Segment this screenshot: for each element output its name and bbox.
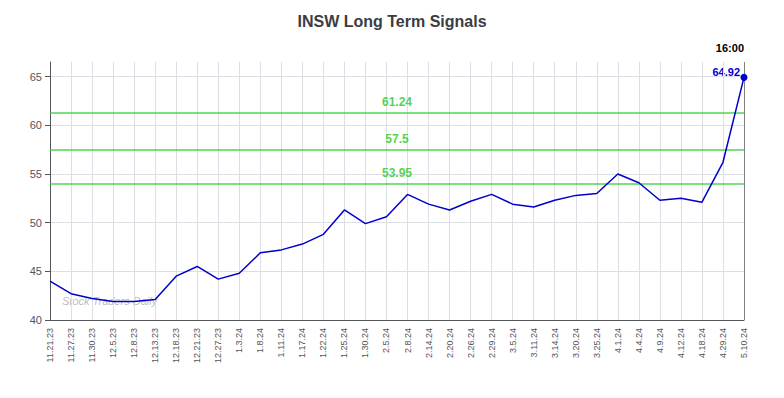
svg-text:61.24: 61.24	[382, 95, 412, 109]
svg-text:55: 55	[30, 168, 42, 180]
svg-text:12.18.23: 12.18.23	[171, 328, 181, 363]
svg-text:4.9.24: 4.9.24	[655, 328, 665, 353]
svg-text:1.30.24: 1.30.24	[360, 328, 370, 358]
svg-text:3.5.24: 3.5.24	[508, 328, 518, 353]
svg-text:Stock Traders Daily: Stock Traders Daily	[62, 294, 158, 307]
svg-text:4.1.24: 4.1.24	[613, 328, 623, 353]
svg-text:12.21.23: 12.21.23	[192, 328, 202, 363]
svg-text:3.11.24: 3.11.24	[529, 328, 539, 357]
svg-text:1.11.24: 1.11.24	[276, 328, 286, 357]
svg-text:45: 45	[30, 265, 42, 277]
svg-text:53.95: 53.95	[382, 166, 412, 180]
svg-text:2.29.24: 2.29.24	[487, 328, 497, 358]
svg-text:12.13.23: 12.13.23	[150, 328, 160, 363]
svg-text:1.8.24: 1.8.24	[255, 328, 265, 353]
svg-text:4.12.24: 4.12.24	[676, 328, 686, 358]
svg-text:1.25.24: 1.25.24	[339, 328, 349, 358]
svg-text:65: 65	[30, 71, 42, 83]
svg-text:1.3.24: 1.3.24	[234, 328, 244, 353]
svg-text:11.27.23: 11.27.23	[66, 328, 76, 362]
svg-text:1.22.24: 1.22.24	[318, 328, 328, 358]
svg-text:12.5.23: 12.5.23	[108, 328, 118, 358]
svg-text:4.29.24: 4.29.24	[718, 328, 728, 358]
svg-text:3.14.24: 3.14.24	[550, 328, 560, 358]
svg-text:2.8.24: 2.8.24	[403, 328, 413, 353]
svg-text:12.27.23: 12.27.23	[213, 328, 223, 363]
svg-text:60: 60	[30, 119, 42, 131]
svg-text:57.5: 57.5	[385, 132, 409, 146]
svg-text:4.4.24: 4.4.24	[634, 328, 644, 353]
svg-text:4.18.24: 4.18.24	[697, 328, 707, 358]
svg-text:12.8.23: 12.8.23	[129, 328, 139, 358]
svg-text:2.5.24: 2.5.24	[381, 328, 391, 353]
svg-text:11.21.23: 11.21.23	[45, 328, 55, 362]
svg-text:40: 40	[30, 314, 42, 326]
svg-text:3.25.24: 3.25.24	[592, 328, 602, 358]
svg-text:5.10.24: 5.10.24	[739, 328, 749, 358]
svg-text:2.14.24: 2.14.24	[424, 328, 434, 358]
svg-text:1.17.24: 1.17.24	[297, 328, 307, 358]
svg-text:50: 50	[30, 217, 42, 229]
svg-text:11.30.23: 11.30.23	[87, 328, 97, 362]
svg-text:64.92: 64.92	[712, 66, 740, 78]
svg-text:16:00: 16:00	[716, 42, 744, 54]
svg-text:3.20.24: 3.20.24	[571, 328, 581, 358]
svg-text:2.26.24: 2.26.24	[466, 328, 476, 358]
svg-text:INSW Long Term Signals: INSW Long Term Signals	[297, 13, 486, 30]
svg-text:2.20.24: 2.20.24	[445, 328, 455, 358]
